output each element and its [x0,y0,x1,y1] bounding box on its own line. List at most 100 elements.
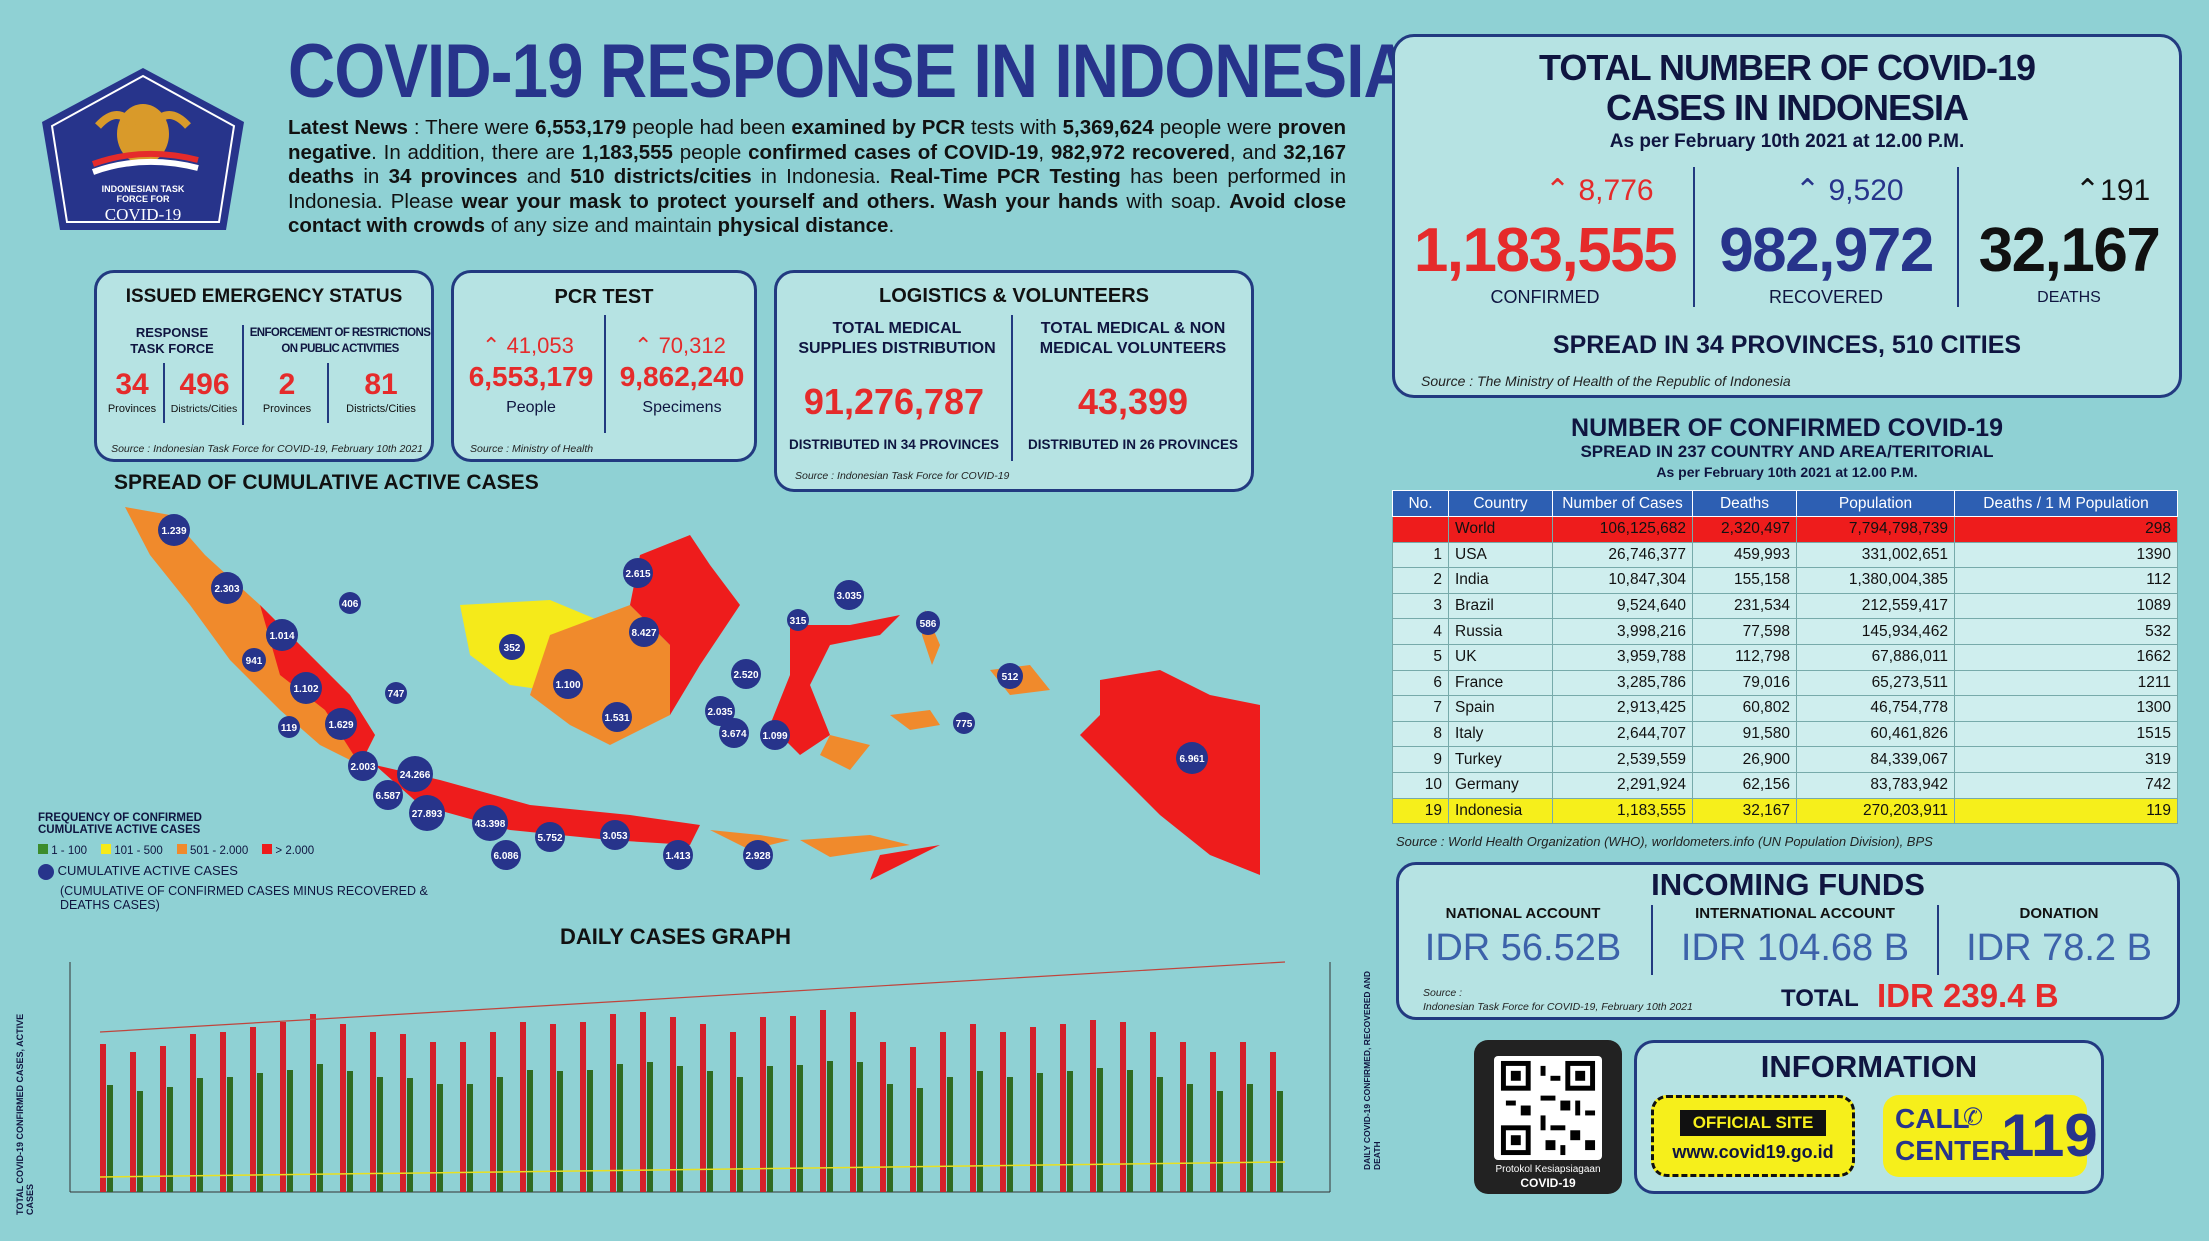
bubble-label: 2.928 [745,851,770,862]
qr-code-card[interactable]: Protokol Kesiapsiagaan COVID-19 [1474,1040,1622,1194]
funds-total-value: IDR 239.4 B [1877,977,2059,1014]
table-cell: 83,783,942 [1796,771,1955,799]
daily-bar [550,1024,556,1192]
daily-ylabel-right: DAILY COVID-19 CONFIRMED, RECOVERED AND … [1362,971,1382,1170]
daily-bar [857,1062,863,1192]
daily-bar [1187,1084,1193,1192]
world-title: NUMBER OF CONFIRMED COVID-19 [1571,414,2003,442]
map-title: SPREAD OF CUMULATIVE ACTIVE CASES [114,471,539,494]
legend-item: 101 - 500 [101,844,163,857]
daily-bar [580,1022,586,1192]
donation-label: DONATION [2019,905,2099,922]
pcr-title: PCR TEST [554,286,654,308]
legend-circle: CUMULATIVE ACTIVE CASES [38,863,458,880]
up-arrow-icon: ⌃ [482,333,501,358]
volunteers-foot: DISTRIBUTED IN 26 PROVINCES [1027,437,1239,452]
incoming-funds-panel: INCOMING FUNDS NATIONAL ACCOUNT IDR 56.5… [1396,862,2180,1020]
table-cell: 212,559,417 [1796,592,1955,620]
bubble-label: 1.413 [665,851,690,862]
table-cell: 112 [1954,567,2178,594]
table-cell: 3,959,788 [1552,643,1693,671]
daily-bar [1270,1052,1276,1192]
table-cell: 270,203,911 [1796,797,1955,825]
table-row: 3 Brazil 9,524,640 231,534 212,559,417 1089 [1392,592,2178,620]
daily-bar [617,1064,623,1192]
volunteers-total: 43,399 [1077,381,1189,422]
daily-bar [910,1047,916,1192]
bubble-label: 6.086 [493,851,518,862]
table-cell: 91,580 [1692,720,1797,748]
daily-bar [737,1077,743,1192]
official-site-button[interactable]: OFFICIAL SITE www.covid19.go.id [1651,1095,1855,1177]
daily-bar [977,1071,983,1192]
table-row: 5 UK 3,959,788 112,798 67,886,011 1662 [1392,643,2178,671]
bubble-label: 8.427 [631,628,656,639]
table-cell: 2 [1392,567,1449,594]
funds-source-b: Indonesian Task Force for COVID-19, Febr… [1423,1001,1693,1013]
up-arrow-icon: ⌃ [634,333,653,358]
daily-bar [400,1034,406,1192]
bubble-label: 352 [504,643,521,654]
daily-bar [887,1084,893,1192]
task-force-districts: 496 [179,368,230,401]
bubble-label: 43.398 [475,819,506,830]
spread-line: SPREAD IN 34 PROVINCES, 510 CITIES [1552,331,2022,359]
international-account-value: IDR 104.68 B [1680,927,1910,969]
total-asof: As per February 10th 2021 at 12.00 P.M. [1609,131,1965,152]
pcr-people: 6,553,179 [468,361,594,392]
daily-bar [460,1042,466,1192]
table-cell: 145,934,462 [1796,618,1955,645]
daily-bar [1157,1077,1163,1192]
table-cell: 1515 [1954,720,2178,748]
bubble-label: 775 [956,719,973,730]
table-cell: 1 [1392,541,1449,569]
table-cell: 5 [1392,643,1449,671]
bubble-label: 3.035 [836,591,861,602]
col-deaths: Deaths [1692,490,1797,517]
legend-item: > 2.000 [262,844,314,857]
daily-bar [947,1077,953,1192]
daily-bar [1060,1024,1066,1192]
recovered-total: 982,972 [1719,216,1934,285]
total-source: Source : The Ministry of Health of the R… [1421,373,1791,389]
col-deaths-per-million: Deaths / 1 M Population [1954,490,2178,517]
call-center-button[interactable]: CALL ✆ CENTER 119 [1883,1095,2098,1177]
daily-bar [1240,1042,1246,1192]
world-source: Source : World Health Organization (WHO)… [1396,834,1933,849]
table-cell: World [1448,516,1553,543]
daily-ylabel-left: TOTAL COVID-19 CONFIRMED CASES, ACTIVE C… [15,1013,35,1215]
daily-bar [1037,1073,1043,1192]
daily-bar [610,1014,616,1192]
table-cell: 9,524,640 [1552,592,1693,620]
pcr-source: Source : Ministry of Health [470,443,594,455]
table-row: 10 Germany 2,291,924 62,156 83,783,942 742 [1392,771,2178,799]
map-maluku [890,610,1050,730]
bubble-label: 27.893 [412,809,443,820]
international-account-label: INTERNATIONAL ACCOUNT [1695,905,1895,922]
table-cell [1392,516,1449,543]
daily-bar [527,1070,533,1192]
table-cell: 106,125,682 [1552,516,1693,543]
logo-line1: INDONESIAN TASK [102,184,185,194]
confirmed-label: CONFIRMED [1490,287,1600,307]
official-site-url[interactable]: www.covid19.go.id [1672,1142,1834,1162]
daily-bar [220,1032,226,1192]
daily-bar [1007,1077,1013,1192]
medical-supplies-total: 91,276,787 [803,381,985,422]
bubble-label: 2.003 [350,762,375,773]
table-cell: Brazil [1448,592,1553,620]
bubble-label: 24.266 [400,770,431,781]
table-cell: 319 [1954,746,2178,773]
pcr-test-panel: PCR TEST ⌃ 41,053 6,553,179 People ⌃ 70,… [451,270,757,462]
col-country: Country [1448,490,1553,517]
daily-bar [520,1022,526,1192]
national-account-label: NATIONAL ACCOUNT [1445,905,1601,922]
table-cell: 2,291,924 [1552,771,1693,799]
table-cell: 1662 [1954,643,2178,671]
col-no: No. [1392,490,1449,517]
logo-line3: COVID-19 [105,205,182,224]
map-sulawesi [770,615,900,770]
bubble-label: 3.053 [602,831,627,842]
latest-news: Latest News : There were 6,553,179 peopl… [288,116,1346,237]
bubble-label: 1.629 [328,720,353,731]
